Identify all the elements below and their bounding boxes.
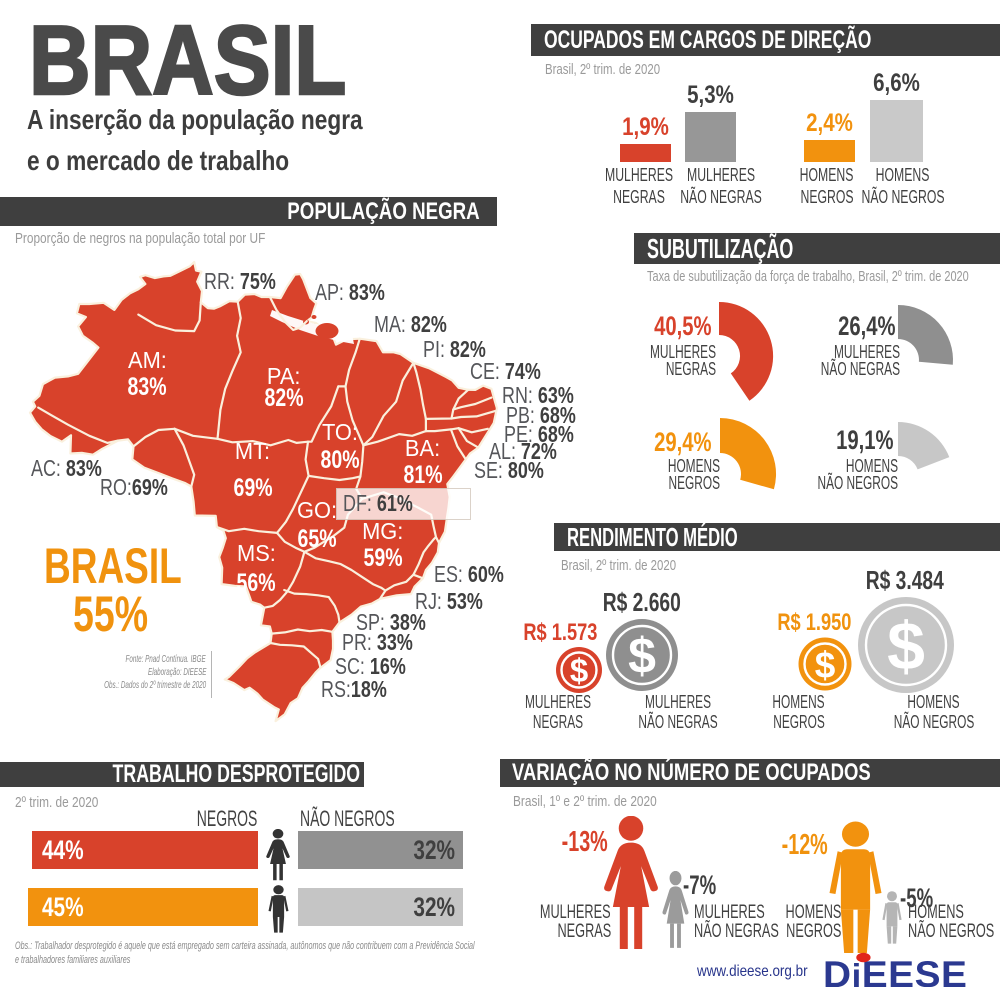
svg-text:DiEESE: DiEESE bbox=[823, 955, 967, 987]
svg-text:$: $ bbox=[815, 644, 836, 685]
svg-text:$: $ bbox=[887, 608, 925, 684]
svg-text:$: $ bbox=[570, 652, 588, 689]
svg-text:$: $ bbox=[628, 628, 656, 684]
